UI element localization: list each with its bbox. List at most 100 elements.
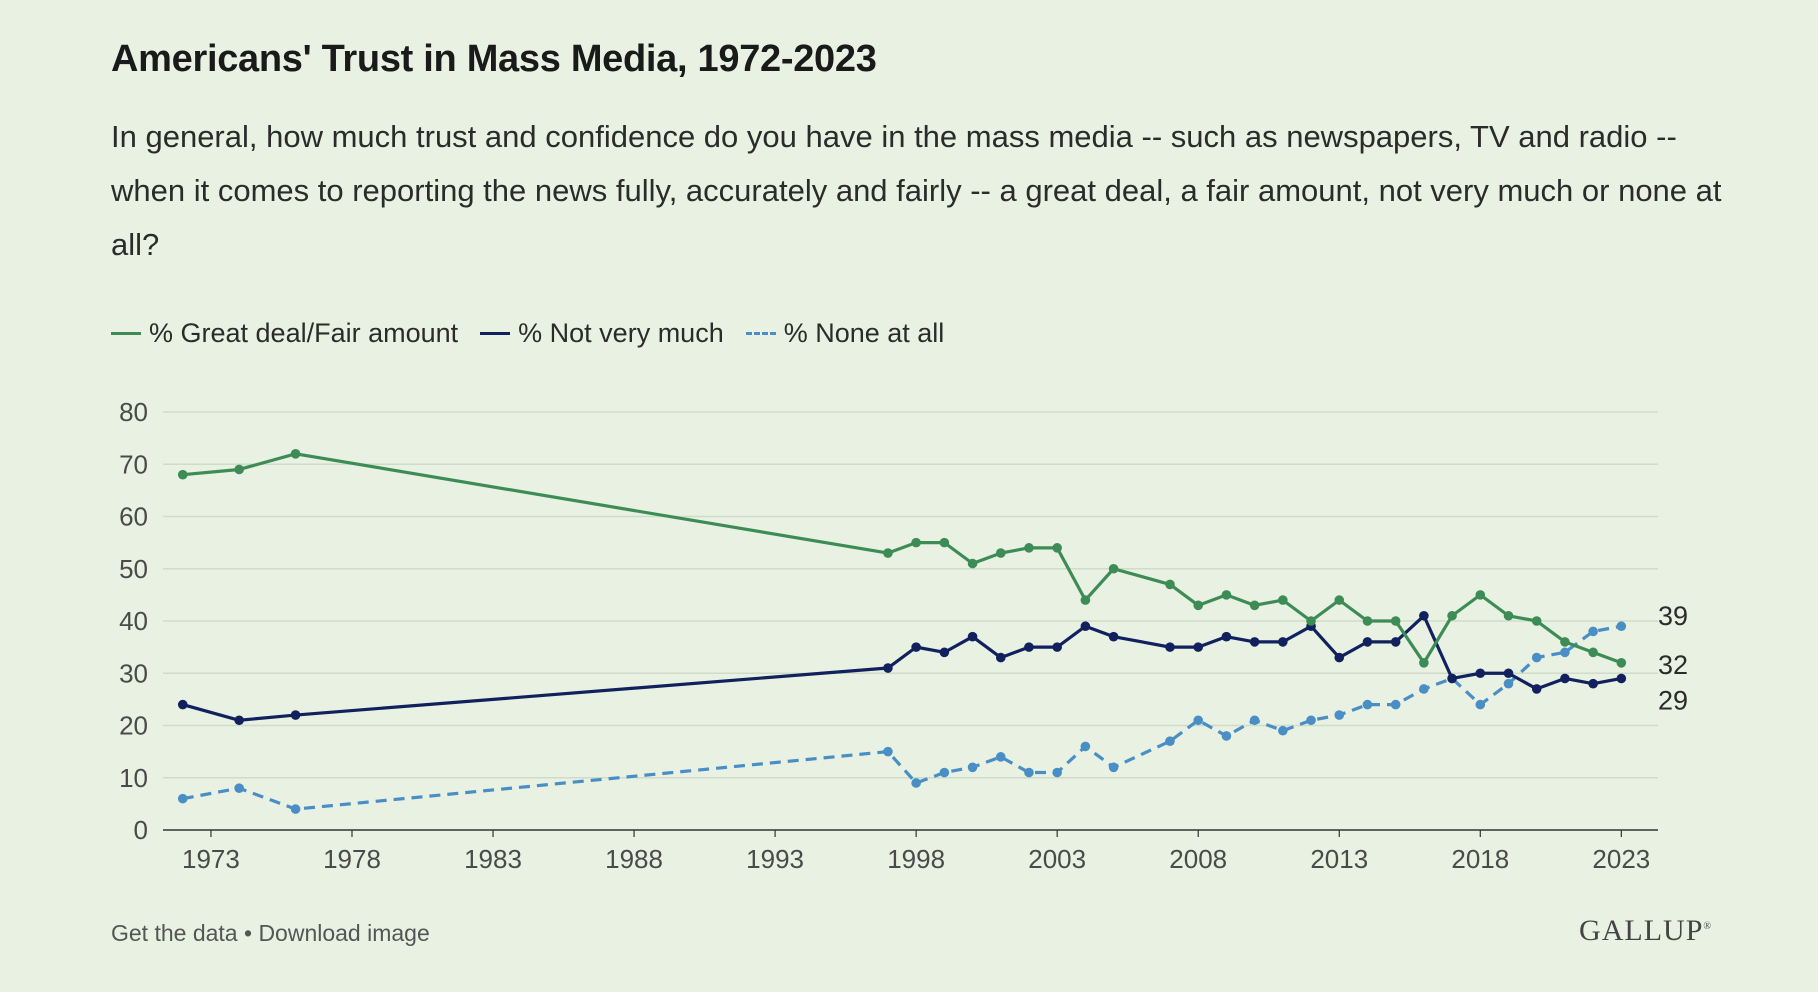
data-point-none-at-all-2009	[1221, 731, 1232, 741]
chart-subtitle: In general, how much trust and confidenc…	[111, 119, 1722, 262]
x-tick-label-2008: 2008	[1169, 844, 1227, 874]
data-point-none-at-all-2005	[1108, 762, 1119, 773]
data-point-great-deal-2007	[1165, 579, 1175, 590]
data-point-not-very-much-2013	[1334, 652, 1345, 663]
logo-registered-mark: ®	[1703, 921, 1712, 932]
data-point-great-deal-2018	[1475, 590, 1486, 600]
x-tick-label-1978: 1978	[323, 844, 381, 874]
data-point-not-very-much-2019	[1503, 668, 1514, 679]
data-point-not-very-much-2017	[1447, 673, 1457, 684]
data-point-not-very-much-2021	[1560, 673, 1570, 684]
data-point-none-at-all-2000	[967, 762, 978, 773]
footer: Get the data • Download image	[111, 920, 430, 947]
data-point-none-at-all-2013	[1334, 710, 1345, 720]
data-point-none-at-all-2002	[1024, 767, 1034, 778]
legend-swatch-none-at-all	[745, 332, 776, 335]
x-tick-label-1998: 1998	[887, 844, 945, 874]
data-point-great-deal-2005	[1108, 563, 1119, 574]
data-point-not-very-much-2020	[1531, 684, 1542, 694]
legend-label-none-at-all: % None at all	[783, 318, 945, 348]
data-point-not-very-much-2009	[1221, 631, 1232, 642]
gallup-logo: GALLUP®	[1579, 914, 1712, 948]
data-point-not-very-much-1972	[177, 699, 188, 710]
data-point-not-very-much-1974	[234, 715, 244, 726]
data-point-not-very-much-2011	[1278, 637, 1288, 647]
series-line-not-very-much	[182, 614, 1622, 722]
legend-item-none-at-all[interactable]: % None at all	[745, 318, 945, 349]
legend-swatch-great-deal	[111, 332, 141, 335]
data-point-great-deal-2021	[1560, 637, 1570, 647]
data-point-not-very-much-1998	[911, 642, 921, 652]
x-tick-label-1983: 1983	[464, 844, 522, 874]
data-point-none-at-all-2016	[1419, 684, 1429, 694]
y-tick-label-10: 10	[119, 763, 148, 793]
data-point-none-at-all-2022	[1588, 626, 1598, 637]
data-point-not-very-much-2003	[1052, 642, 1062, 652]
data-point-not-very-much-1999	[939, 647, 950, 658]
data-point-none-at-all-1999	[939, 767, 950, 778]
grid-layer	[163, 411, 1658, 779]
axis-layer: 0 10 20 30 40 50 60 70 80 1973 1978 1983 1988 1993 199…	[119, 397, 1658, 874]
data-point-none-at-all-2014	[1362, 699, 1373, 710]
y-tick-label-0: 0	[134, 815, 148, 845]
data-point-not-very-much-2018	[1475, 668, 1486, 679]
data-point-none-at-all-2010	[1249, 715, 1260, 726]
data-point-great-deal-2002	[1024, 543, 1034, 553]
x-tick-label-2003: 2003	[1028, 844, 1086, 874]
y-tick-label-40: 40	[119, 606, 148, 636]
chart-title: Americans' Trust in Mass Media, 1972-202…	[111, 38, 877, 80]
y-tick-label-50: 50	[119, 554, 148, 584]
data-point-none-at-all-2021	[1560, 647, 1570, 658]
footer-separator: •	[237, 920, 259, 946]
y-tick-label-70: 70	[119, 449, 148, 479]
data-point-none-at-all-2023	[1616, 621, 1627, 632]
data-point-not-very-much-2002	[1024, 642, 1034, 652]
data-point-not-very-much-2023	[1616, 673, 1627, 684]
logo-text: GALLUP	[1579, 914, 1704, 947]
data-point-none-at-all-2011	[1278, 725, 1288, 736]
data-point-none-at-all-1998	[911, 778, 921, 788]
series-layer	[177, 449, 1627, 814]
end-label-great-deal: 32	[1658, 650, 1688, 680]
data-point-not-very-much-1997	[883, 663, 893, 673]
data-point-great-deal-2003	[1052, 543, 1062, 553]
legend: % Great deal/Fair amount % Not very much…	[111, 318, 966, 349]
data-point-none-at-all-1972	[177, 793, 188, 804]
data-point-not-very-much-2007	[1165, 642, 1175, 652]
legend-item-great-deal[interactable]: % Great deal/Fair amount	[111, 318, 458, 349]
data-point-great-deal-2013	[1334, 595, 1345, 605]
legend-label-not-very-much: % Not very much	[518, 318, 724, 348]
end-label-layer: 32 29 39	[1658, 601, 1688, 715]
data-point-great-deal-2011	[1278, 595, 1288, 605]
data-point-none-at-all-1976	[290, 804, 301, 814]
x-tick-label-2013: 2013	[1310, 844, 1368, 874]
end-label-not-very-much: 29	[1658, 685, 1688, 715]
data-point-not-very-much-2001	[995, 652, 1006, 663]
data-point-great-deal-1997	[883, 548, 893, 558]
x-tick-label-1988: 1988	[605, 844, 663, 874]
data-point-great-deal-2020	[1531, 616, 1542, 626]
data-point-none-at-all-2007	[1165, 736, 1175, 746]
data-point-none-at-all-2015	[1390, 699, 1401, 710]
data-point-great-deal-2008	[1193, 600, 1204, 611]
data-point-great-deal-2014	[1362, 616, 1373, 626]
data-point-great-deal-1998	[911, 537, 921, 548]
data-point-none-at-all-2003	[1052, 767, 1062, 778]
data-point-not-very-much-2008	[1193, 642, 1204, 652]
data-point-none-at-all-2020	[1531, 652, 1542, 663]
data-point-great-deal-1972	[177, 469, 188, 480]
data-point-not-very-much-2016	[1419, 610, 1429, 621]
data-point-great-deal-1976	[290, 449, 301, 459]
get-data-link[interactable]: Get the data	[111, 920, 238, 946]
y-tick-label-20: 20	[119, 711, 148, 741]
download-image-link[interactable]: Download image	[258, 920, 430, 946]
data-point-great-deal-2022	[1588, 647, 1598, 658]
data-point-great-deal-2012	[1306, 616, 1316, 626]
data-point-none-at-all-2004	[1080, 741, 1091, 752]
data-point-none-at-all-1997	[883, 746, 893, 757]
data-point-not-very-much-2015	[1390, 637, 1401, 647]
legend-item-not-very-much[interactable]: % Not very much	[480, 318, 724, 349]
data-point-great-deal-2017	[1447, 610, 1457, 621]
data-point-great-deal-2000	[967, 558, 978, 569]
data-point-none-at-all-1974	[234, 783, 244, 793]
